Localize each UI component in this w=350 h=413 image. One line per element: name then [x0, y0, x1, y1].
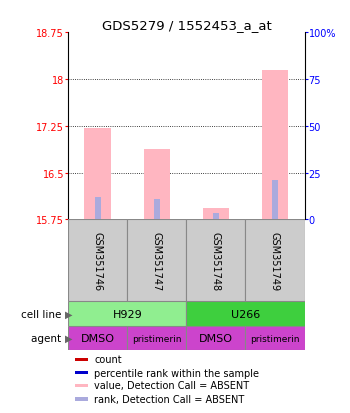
Bar — [84, 128, 111, 220]
Text: percentile rank within the sample: percentile rank within the sample — [94, 368, 259, 377]
Text: GSM351748: GSM351748 — [211, 231, 221, 290]
Text: DMSO: DMSO — [199, 333, 233, 343]
Bar — [213, 214, 219, 220]
Text: U266: U266 — [231, 309, 260, 319]
Bar — [75, 371, 88, 374]
Text: count: count — [94, 354, 122, 364]
Text: value, Detection Call = ABSENT: value, Detection Call = ABSENT — [94, 380, 249, 391]
Text: GSM351747: GSM351747 — [152, 231, 162, 290]
Title: GDS5279 / 1552453_a_at: GDS5279 / 1552453_a_at — [102, 19, 271, 32]
Bar — [68, 220, 127, 301]
Bar — [95, 198, 101, 220]
Bar — [127, 326, 186, 351]
Bar — [203, 209, 229, 220]
Text: ▶: ▶ — [65, 333, 72, 343]
Bar — [245, 220, 304, 301]
Bar — [262, 70, 288, 220]
Bar — [68, 301, 187, 326]
Bar — [75, 397, 88, 401]
Bar — [245, 326, 304, 351]
Bar — [187, 301, 304, 326]
Bar — [75, 384, 88, 387]
Text: DMSO: DMSO — [81, 333, 115, 343]
Text: GSM351746: GSM351746 — [93, 231, 103, 290]
Bar — [187, 220, 245, 301]
Text: pristimerin: pristimerin — [132, 334, 182, 343]
Text: rank, Detection Call = ABSENT: rank, Detection Call = ABSENT — [94, 394, 245, 404]
Bar — [272, 180, 278, 220]
Bar — [187, 326, 245, 351]
Text: ▶: ▶ — [65, 309, 72, 319]
Bar — [68, 326, 127, 351]
Bar — [144, 150, 170, 220]
Text: agent: agent — [32, 333, 65, 343]
Text: H929: H929 — [112, 309, 142, 319]
Text: cell line: cell line — [21, 309, 65, 319]
Bar — [154, 199, 160, 220]
Text: pristimerin: pristimerin — [250, 334, 300, 343]
Bar — [127, 220, 186, 301]
Bar — [75, 358, 88, 361]
Text: GSM351749: GSM351749 — [270, 231, 280, 290]
